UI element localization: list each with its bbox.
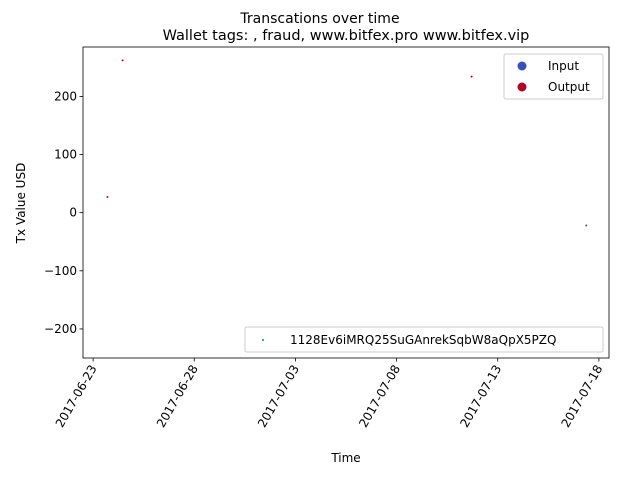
x-tick-label: 2017-07-18 (558, 363, 605, 430)
y-tick-label: −100 (44, 264, 77, 278)
legend-box (503, 53, 604, 100)
y-axis-label: Tx Value USD (14, 163, 28, 245)
x-tick-label: 2017-07-08 (356, 363, 403, 430)
data-point (470, 75, 473, 78)
y-tick-label: 100 (54, 148, 77, 162)
plot-area: −200 −100 0 100 200 2017-06-23 2017-06-28 2017-… (44, 46, 610, 430)
legend-marker (262, 339, 264, 341)
y-tick-label: 200 (54, 89, 77, 103)
chart-subtitle: Wallet tags: , fraud, www.bitfex.pro www… (163, 28, 530, 44)
data-point (106, 195, 109, 198)
x-tick-label: 2017-06-28 (154, 363, 201, 430)
x-tick-label: 2017-07-03 (255, 363, 302, 430)
legend-entry: Output (548, 80, 590, 94)
legend-box (244, 326, 604, 353)
legend-entry: Input (548, 59, 579, 73)
legend-marker (517, 82, 527, 92)
chart-title: Transcations over time (239, 11, 399, 27)
x-tick-label: 2017-06-23 (53, 363, 100, 430)
legend-entry: 1128Ev6iMRQ25SuGAnrekSqbW8aQpX5PZQ (290, 333, 556, 347)
x-tick-label: 2017-07-13 (457, 363, 504, 430)
data-point (585, 224, 588, 227)
data-point (121, 59, 124, 62)
y-tick-label: −200 (44, 322, 77, 336)
y-tick-label: 0 (69, 206, 77, 220)
axes-frame (82, 46, 610, 359)
x-axis-label: Time (330, 451, 360, 465)
legend-marker (517, 61, 527, 71)
